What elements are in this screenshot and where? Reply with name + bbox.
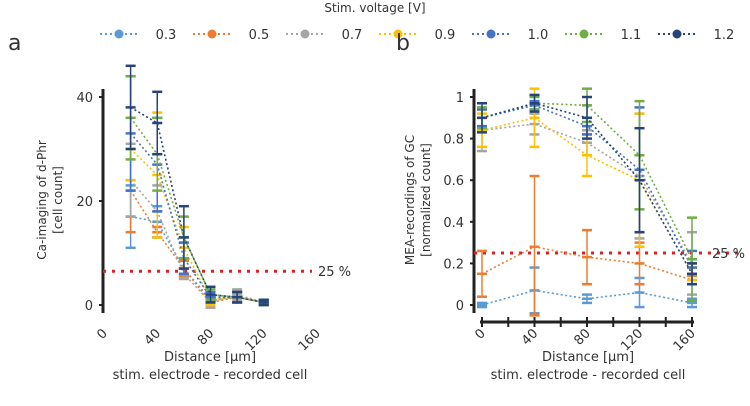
legend-label: 1.1 — [621, 28, 642, 43]
legend-marker — [672, 29, 682, 39]
x-tick-label: 80 — [572, 326, 594, 348]
legend-marker — [114, 29, 124, 39]
legend-marker — [486, 29, 496, 39]
legend-marker — [207, 29, 217, 39]
y-axis-label: [cell count] — [51, 166, 65, 234]
legend-marker — [300, 29, 310, 39]
y-tick-label: 0.6 — [443, 174, 464, 189]
x-tick-label: 80 — [195, 326, 217, 348]
y-axis-label: [normalized count] — [419, 143, 433, 257]
legend-label: 1.0 — [528, 28, 549, 43]
series-line — [130, 132, 264, 304]
y-axis-label: MEA-recordings of GC — [403, 135, 417, 265]
legend-label: 0.5 — [249, 28, 270, 43]
series-line — [481, 289, 693, 306]
x-tick-label: 40 — [142, 326, 164, 348]
series-0.5 — [125, 147, 269, 309]
x-tick-label: 0 — [94, 326, 110, 342]
y-tick-label: 0.8 — [443, 133, 464, 148]
reference-line-label: 25 % — [318, 265, 351, 280]
series-line — [129, 190, 264, 304]
series-line — [130, 148, 264, 304]
y-tick-label: 40 — [76, 91, 93, 106]
y-tick-label: 0.4 — [443, 216, 464, 231]
series-line — [130, 106, 264, 304]
legend: 0.3 0.5 0.7 0.9 1.0 1.1 1.2 — [100, 28, 734, 43]
x-axis-label: stim. electrode - recorded cell — [491, 368, 686, 383]
series-line — [130, 215, 264, 304]
panel-b: 00.20.40.60.810 40 80 120 160MEA-recordings … — [403, 87, 745, 383]
reference-line-label: 25 % — [712, 247, 745, 262]
series-0.5 — [477, 174, 697, 317]
legend-label: 1.2 — [714, 28, 735, 43]
legend-label: 0.7 — [342, 28, 363, 43]
panel-label-b: b — [396, 31, 410, 56]
legend-marker — [393, 29, 403, 39]
panel-label-a: a — [8, 31, 21, 56]
legend-marker — [579, 29, 589, 39]
x-axis-label: Distance [µm] — [164, 350, 256, 365]
y-tick-label: 0.2 — [443, 257, 464, 272]
legend-label: 0.9 — [435, 28, 456, 43]
x-axis-label: Distance [µm] — [542, 350, 634, 365]
legend-title: Stim. voltage [V] — [324, 1, 425, 15]
y-tick-label: 20 — [76, 195, 93, 210]
y-tick-label: 0 — [85, 299, 93, 314]
series-1.2 — [125, 64, 269, 307]
x-tick-label: 0 — [472, 326, 488, 342]
x-tick-label: 40 — [519, 326, 541, 348]
y-tick-label: 0 — [456, 299, 464, 314]
legend-label: 0.3 — [156, 28, 177, 43]
x-tick-label: 160 — [671, 326, 699, 354]
x-axis-label: stim. electrode - recorded cell — [113, 368, 308, 383]
series-0.3 — [477, 266, 697, 315]
series-line — [130, 179, 264, 304]
y-tick-label: 1 — [456, 91, 464, 106]
series-1.2 — [477, 93, 697, 286]
y-axis-label: Ca-imaging of d-Phr — [35, 140, 49, 260]
x-tick-label: 160 — [296, 326, 324, 354]
